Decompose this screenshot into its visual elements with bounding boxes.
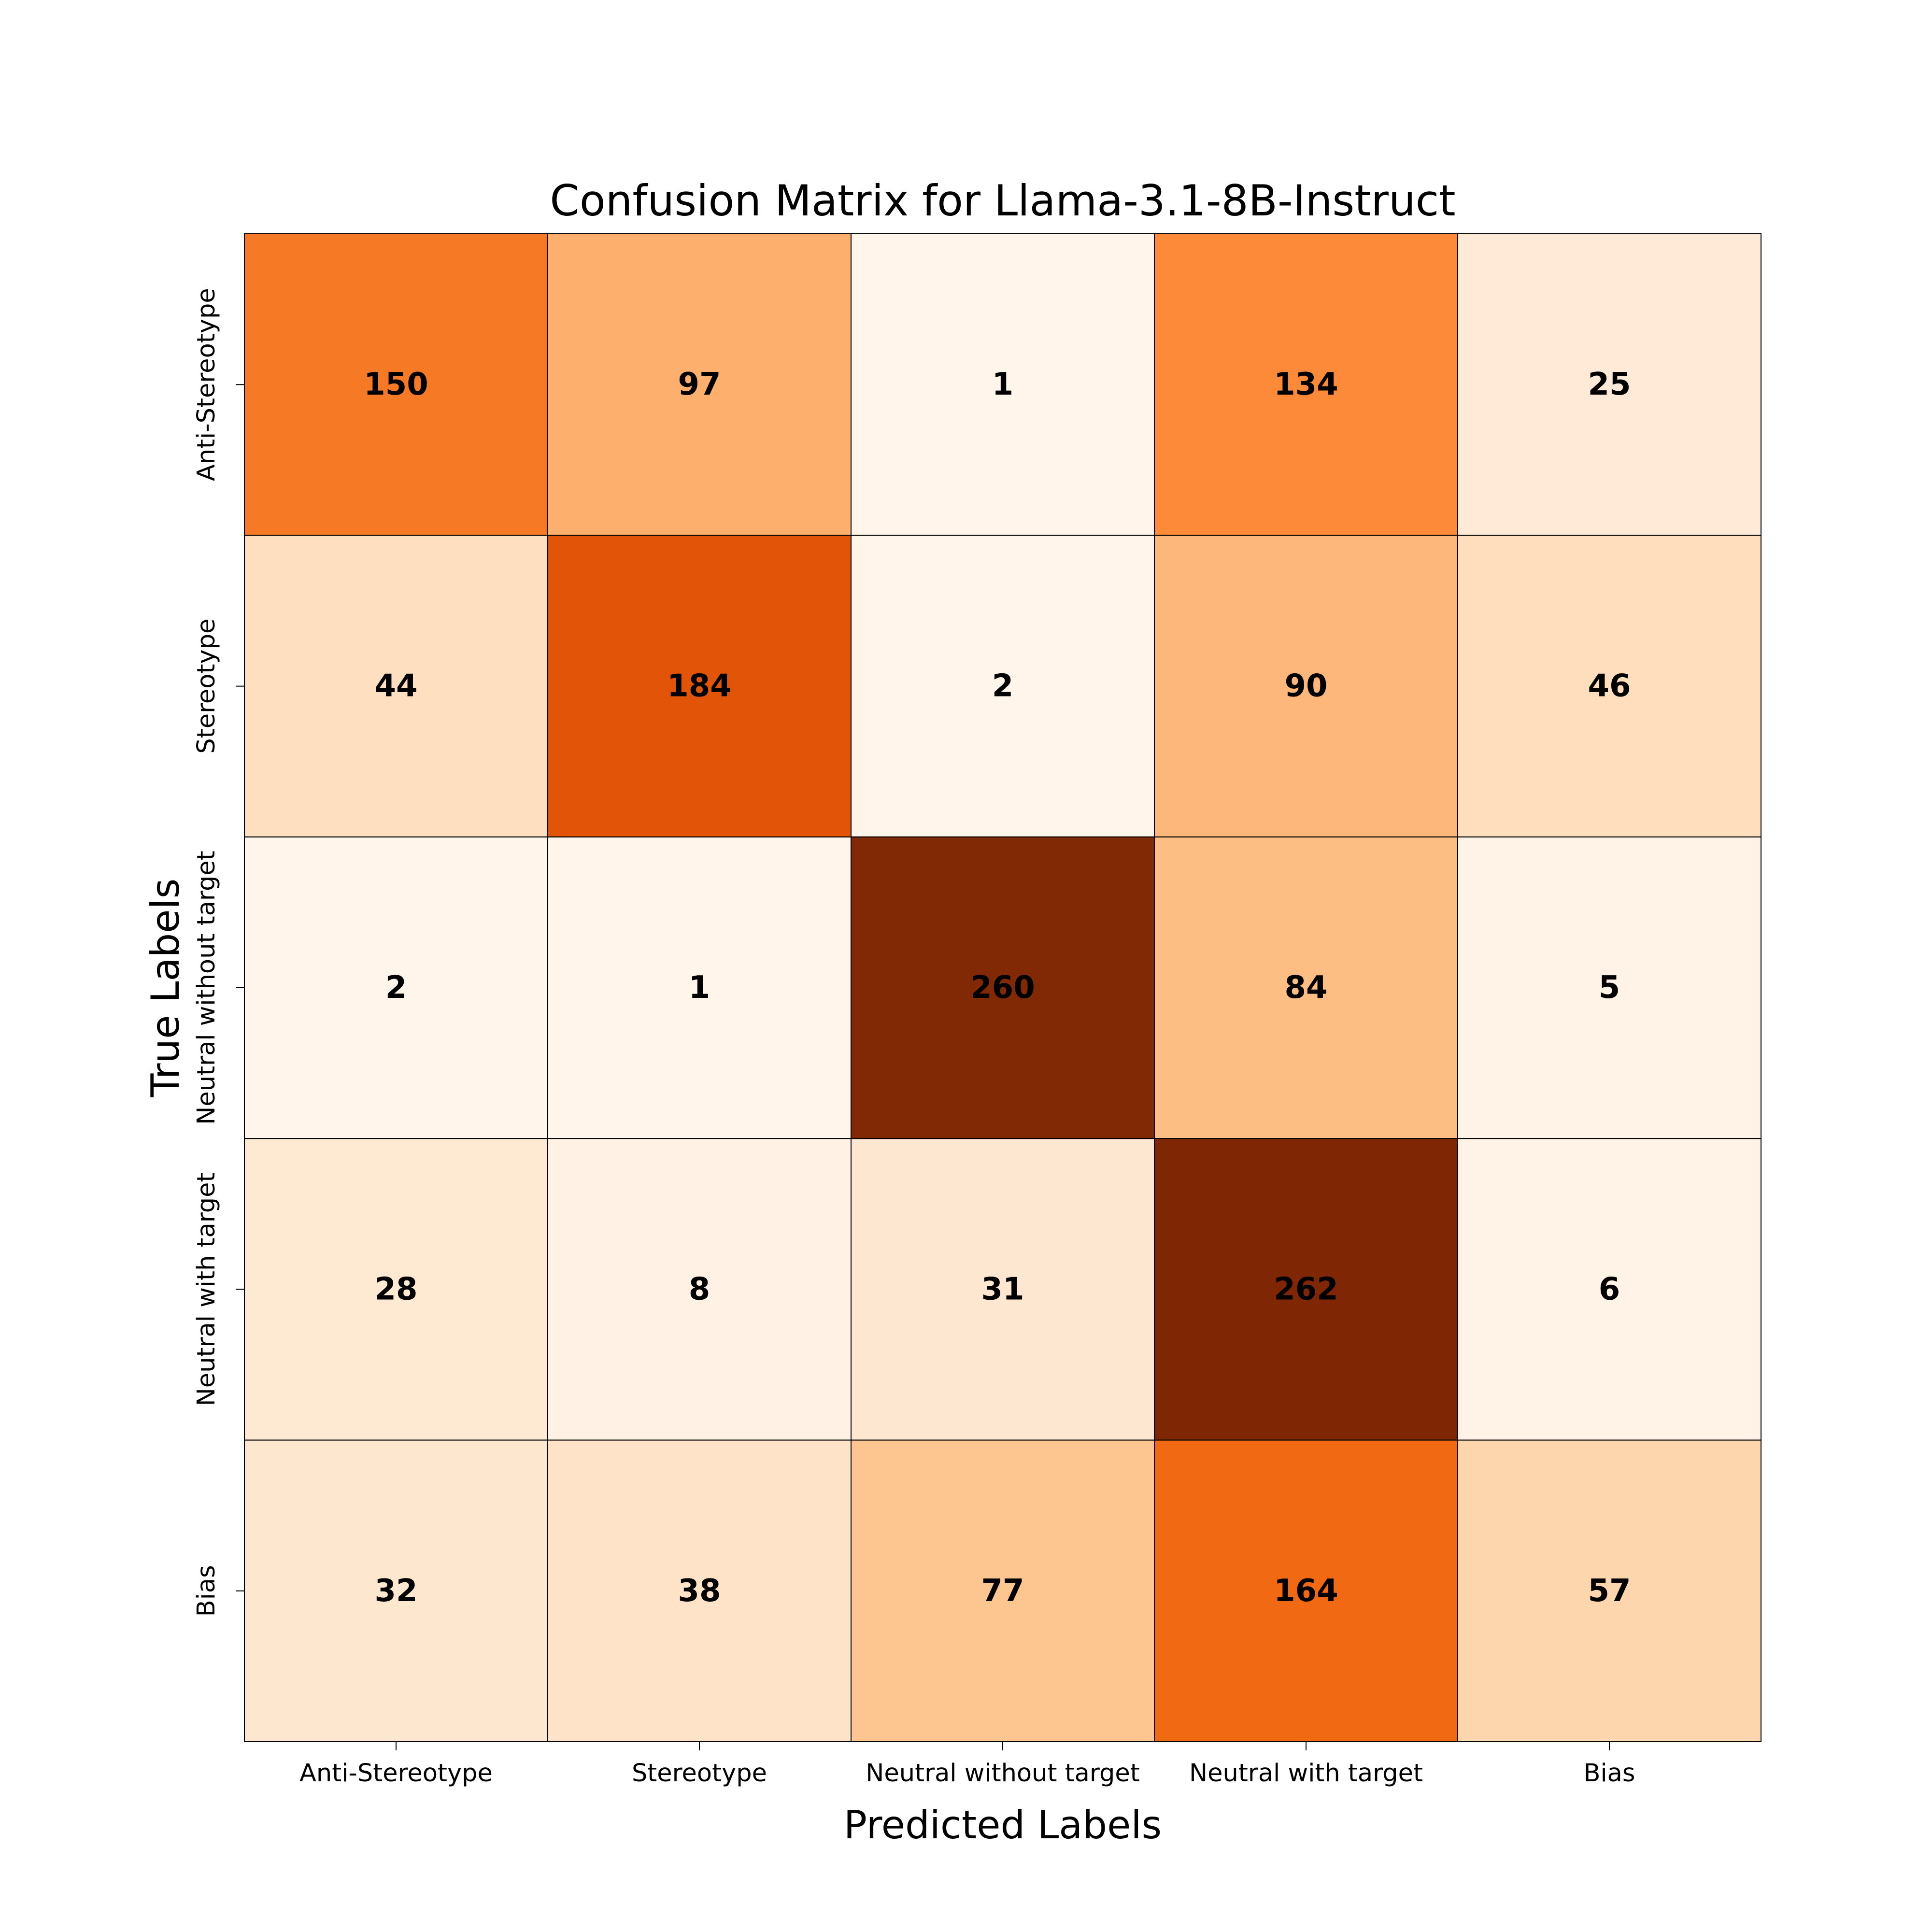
- heatmap-cell: [851, 836, 1155, 1139]
- cell-value-label: 46: [1588, 668, 1631, 704]
- cell-value-label: 260: [970, 970, 1035, 1006]
- x-tick-label: Anti-Stereotype: [299, 1759, 493, 1788]
- heatmap-cells: [244, 233, 1762, 1743]
- y-tick-label: Neutral with target: [192, 1172, 221, 1406]
- y-tick-label: Stereotype: [192, 619, 221, 754]
- cell-value-label: 2: [992, 668, 1014, 704]
- cell-value-label: 31: [981, 1271, 1024, 1307]
- cell-value-label: 184: [667, 668, 732, 704]
- x-axis-ticks: Anti-Stereotype Stereotype Neutral without…: [299, 1742, 1635, 1788]
- chart-title: Confusion Matrix for Llama-3.1-8B-Instru…: [550, 176, 1455, 226]
- cell-values: 150 97 1 134 25 44 184 2 90 46 2 1 260 84 5 28 8 31 262 6 32…: [364, 367, 1631, 1609]
- x-tick-label: Stereotype: [632, 1759, 767, 1788]
- cell-value-label: 1: [689, 970, 710, 1006]
- cell-value-label: 6: [1599, 1271, 1620, 1307]
- cell-value-label: 262: [1274, 1271, 1338, 1307]
- heatmap-cell: [1457, 535, 1762, 838]
- cell-value-label: 5: [1599, 970, 1620, 1006]
- heatmap-cell: [547, 836, 852, 1139]
- cell-value-label: 77: [981, 1573, 1024, 1609]
- heatmap-cell: [851, 535, 1155, 838]
- cell-value-label: 28: [374, 1271, 417, 1307]
- y-tick-label: Bias: [192, 1565, 221, 1617]
- y-axis-ticks: Anti-Stereotype Stereotype Neutral without…: [192, 288, 244, 1617]
- cell-value-label: 8: [689, 1271, 710, 1307]
- cell-value-label: 97: [678, 367, 721, 402]
- y-tick-label: Anti-Stereotype: [192, 288, 221, 481]
- heatmap-cell: [1457, 233, 1762, 536]
- x-tick-label: Bias: [1584, 1759, 1635, 1788]
- cell-value-label: 150: [364, 367, 428, 402]
- heatmap-cell: [1154, 233, 1458, 536]
- cell-value-label: 134: [1274, 367, 1338, 402]
- heatmap-cell: [547, 1439, 852, 1743]
- heatmap-cell: [244, 1439, 548, 1743]
- heatmap-cell: [1457, 836, 1762, 1139]
- cell-value-label: 25: [1588, 367, 1631, 402]
- heatmap-cell: [244, 535, 548, 838]
- heatmap-cell: [244, 233, 548, 536]
- heatmap-cell: [851, 1439, 1155, 1743]
- y-tick-label: Neutral without target: [192, 851, 221, 1124]
- cell-value-label: 90: [1284, 668, 1327, 704]
- x-axis-label: Predicted Labels: [844, 1803, 1162, 1847]
- cell-value-label: 2: [385, 970, 407, 1006]
- heatmap-cell: [1457, 1439, 1762, 1743]
- y-axis-label: True Labels: [143, 879, 188, 1098]
- x-tick-label: Neutral without target: [866, 1759, 1139, 1788]
- heatmap-cell: [547, 535, 852, 838]
- cell-value-label: 32: [374, 1573, 417, 1609]
- heatmap-cell: [547, 1138, 852, 1441]
- cell-value-label: 57: [1588, 1573, 1631, 1609]
- x-tick-label: Neutral with target: [1189, 1759, 1423, 1788]
- cell-value-label: 164: [1274, 1573, 1338, 1609]
- cell-value-label: 38: [678, 1573, 721, 1609]
- cell-value-label: 44: [374, 668, 417, 704]
- heatmap-cell: [1154, 836, 1458, 1139]
- heatmap-cell: [1457, 1138, 1762, 1441]
- cell-value-label: 1: [992, 367, 1014, 402]
- heatmap-cell: [244, 1138, 548, 1441]
- heatmap-cell: [547, 233, 852, 536]
- heatmap-cell: [851, 1138, 1155, 1441]
- cell-value-label: 84: [1284, 970, 1327, 1006]
- heatmap-cell: [1154, 1138, 1458, 1441]
